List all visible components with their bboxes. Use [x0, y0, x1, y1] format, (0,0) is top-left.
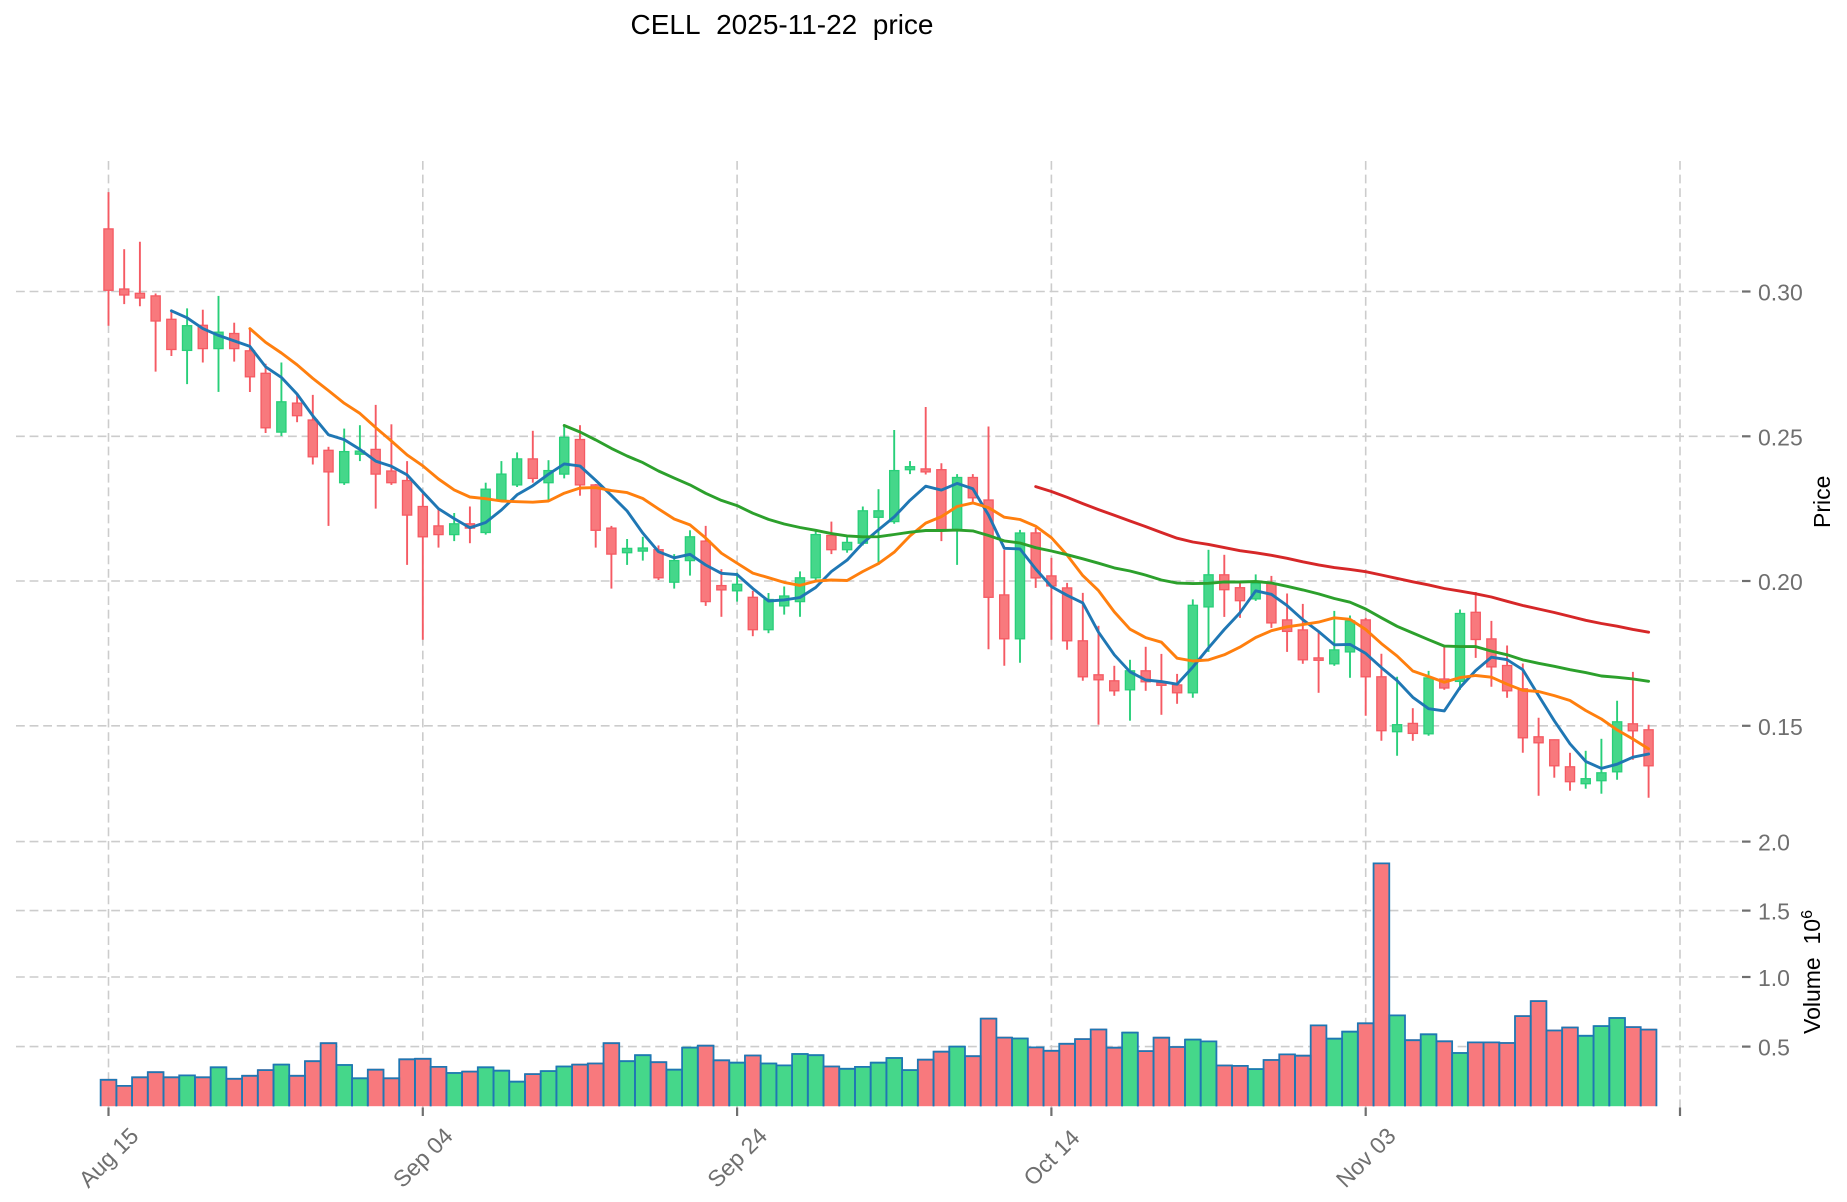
svg-text:CELL 2025-11-22 price: CELL 2025-11-22 price — [631, 9, 934, 40]
svg-text:0.15: 0.15 — [1758, 714, 1803, 740]
svg-text:0.30: 0.30 — [1758, 280, 1803, 306]
svg-text:1.5: 1.5 — [1758, 899, 1790, 925]
svg-text:2.0: 2.0 — [1758, 830, 1790, 856]
svg-text:0.20: 0.20 — [1758, 569, 1803, 595]
svg-text:Volume 106: Volume 106 — [1799, 910, 1825, 1034]
svg-text:1.0: 1.0 — [1758, 965, 1790, 991]
svg-text:0.25: 0.25 — [1758, 424, 1803, 450]
svg-text:Price: Price — [1809, 476, 1835, 528]
svg-text:0.5: 0.5 — [1758, 1035, 1790, 1061]
